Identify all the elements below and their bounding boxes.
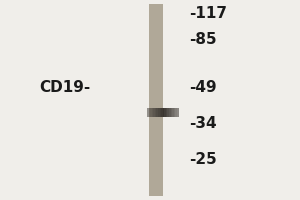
Text: -34: -34 — [189, 116, 217, 132]
Bar — [150, 108, 152, 116]
Bar — [175, 108, 177, 116]
Bar — [157, 108, 158, 116]
Bar — [155, 108, 157, 116]
Bar — [172, 108, 174, 116]
Bar — [153, 108, 155, 116]
Bar — [171, 108, 172, 116]
Bar — [164, 108, 166, 116]
Bar — [169, 108, 171, 116]
Text: -85: -85 — [189, 32, 217, 47]
Bar — [158, 108, 160, 116]
Bar — [167, 108, 169, 116]
Bar — [177, 108, 178, 116]
FancyBboxPatch shape — [149, 4, 163, 196]
Text: -25: -25 — [189, 153, 217, 168]
Bar — [163, 108, 164, 116]
Text: CD19-: CD19- — [39, 80, 90, 95]
Bar — [166, 108, 167, 116]
Bar — [161, 108, 163, 116]
Text: -49: -49 — [189, 80, 217, 95]
Bar — [152, 108, 153, 116]
Text: -117: -117 — [189, 6, 227, 21]
Bar — [160, 108, 161, 116]
Bar — [148, 108, 150, 116]
Bar — [174, 108, 175, 116]
Bar — [147, 108, 148, 116]
